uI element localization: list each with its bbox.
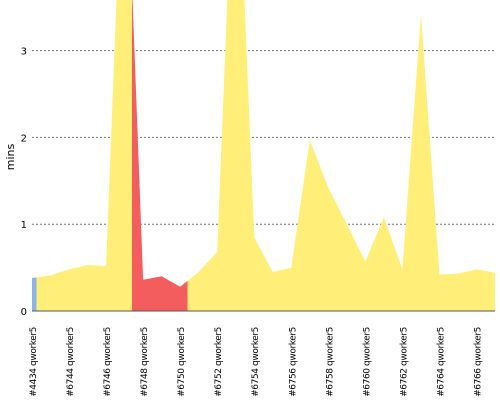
x-tick-label: #6752 qworker5 bbox=[214, 327, 224, 397]
area-segment bbox=[36, 0, 133, 311]
x-tick-label: #6764 qworker5 bbox=[436, 327, 446, 397]
y-axis-title: mins bbox=[4, 143, 17, 170]
x-tick-label: #6750 qworker5 bbox=[177, 327, 187, 397]
x-tick-label: #6760 qworker5 bbox=[362, 327, 372, 397]
x-tick-label: #6758 qworker5 bbox=[325, 327, 335, 397]
y-tick-label: 0 bbox=[21, 307, 27, 318]
area-segment bbox=[32, 277, 37, 311]
x-tick-label: #6744 qworker5 bbox=[66, 327, 76, 397]
area-segment bbox=[187, 0, 495, 311]
x-axis: #4434 qworker5 #6744 qworker5 #6746 qworke… bbox=[29, 327, 484, 397]
y-tick-label: 2 bbox=[21, 133, 27, 144]
x-tick-label: #6754 qworker5 bbox=[251, 327, 261, 397]
x-tick-label: #6766 qworker5 bbox=[474, 327, 484, 397]
area-segment bbox=[132, 0, 188, 311]
x-tick-label: #6756 qworker5 bbox=[288, 327, 298, 397]
area-series bbox=[32, 0, 495, 311]
x-tick-label: #4434 qworker5 bbox=[29, 327, 39, 397]
x-tick-label: #6746 qworker5 bbox=[103, 327, 113, 397]
y-axis: 0 1 2 3 bbox=[21, 47, 27, 318]
x-tick-label: #6762 qworker5 bbox=[399, 327, 409, 397]
y-tick-label: 1 bbox=[21, 220, 27, 231]
x-tick-label: #6748 qworker5 bbox=[140, 327, 150, 397]
y-tick-label: 3 bbox=[21, 47, 27, 58]
